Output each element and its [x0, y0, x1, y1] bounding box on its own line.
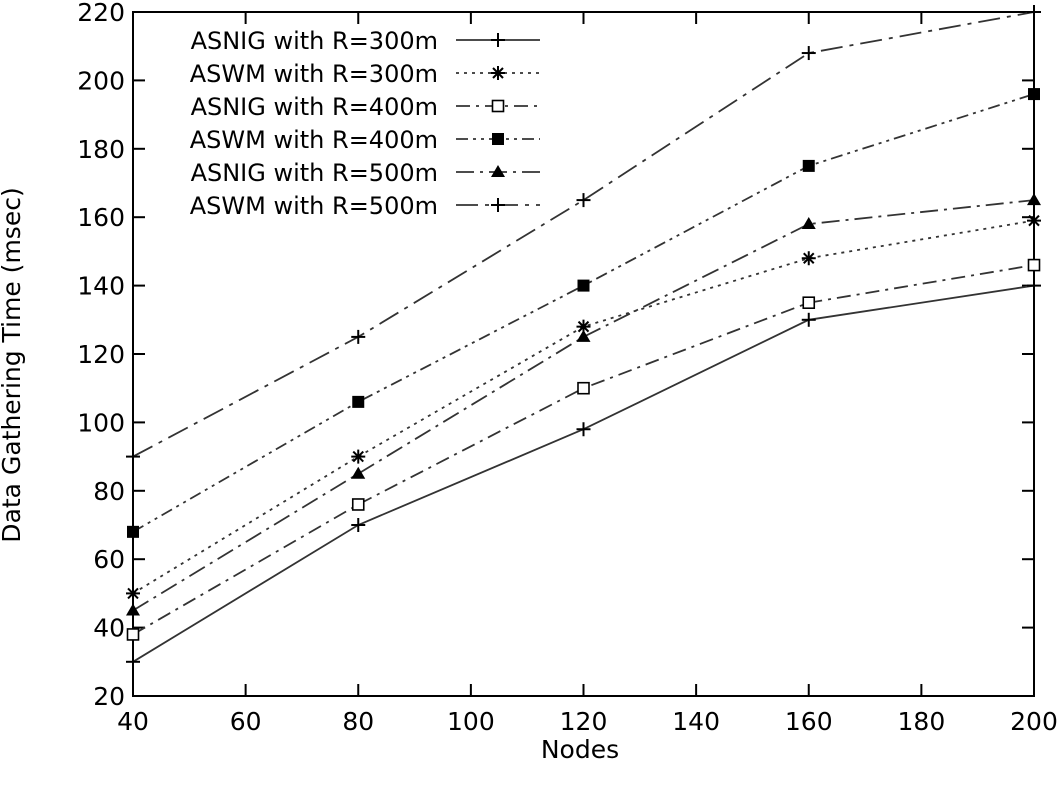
- legend-item: ASWM with R=300m: [190, 60, 540, 88]
- data-point: [126, 654, 140, 669]
- data-point: [126, 586, 140, 601]
- series-5: [126, 193, 1041, 616]
- y-tick-label: 20: [93, 682, 125, 711]
- data-point: [351, 498, 365, 511]
- x-tick-label: 40: [117, 707, 149, 736]
- legend-label: ASWM with R=400m: [190, 126, 438, 154]
- legend: ASNIG with R=300m ASWM with R=300m ASNIG w…: [190, 27, 540, 220]
- legend-label: ASNIG with R=500m: [191, 159, 438, 187]
- y-tick-label: 60: [93, 545, 125, 574]
- legend-label: ASWM with R=300m: [190, 60, 438, 88]
- data-point: [126, 628, 140, 641]
- series-2: [126, 213, 1041, 601]
- legend-marker: [491, 33, 505, 47]
- data-point: [801, 46, 816, 61]
- series-4: [127, 88, 1040, 538]
- legend-label: ASNIG with R=400m: [191, 93, 438, 121]
- legend-label: ASNIG with R=300m: [191, 27, 438, 55]
- legend-marker: [491, 99, 505, 113]
- x-tick-label: 200: [1010, 707, 1058, 736]
- x-tick-label: 100: [447, 707, 495, 736]
- x-axis-title: Nodes: [541, 735, 619, 764]
- y-tick-label: 200: [77, 66, 125, 95]
- data-point: [576, 422, 591, 437]
- data-point: [1027, 278, 1041, 293]
- data-point: [1027, 5, 1041, 19]
- legend-marker: [491, 66, 505, 80]
- data-point: [577, 279, 590, 292]
- data-point: [1027, 193, 1041, 206]
- data-point: [351, 449, 366, 464]
- y-axis: 20 40 60 80 100 120 140 160 180 200 220: [77, 0, 1034, 711]
- y-tick-label: 220: [77, 0, 125, 27]
- legend-item: ASNIG with R=300m: [191, 27, 540, 55]
- x-tick-label: 60: [230, 707, 262, 736]
- y-tick-label: 40: [93, 614, 125, 643]
- series-1: [126, 278, 1041, 669]
- legend-item: ASWM with R=400m: [190, 126, 540, 154]
- data-point: [1027, 258, 1041, 272]
- data-point: [801, 312, 816, 327]
- x-tick-label: 160: [785, 707, 833, 736]
- y-tick-label: 100: [77, 408, 125, 437]
- series-layer: [126, 5, 1041, 669]
- x-tick-label: 80: [342, 707, 374, 736]
- legend-item: ASNIG with R=400m: [191, 93, 540, 121]
- legend-marker: [491, 165, 505, 177]
- x-tick-label: 120: [560, 707, 608, 736]
- x-tick-label: 140: [672, 707, 720, 736]
- data-point: [801, 217, 816, 230]
- x-axis: 40 60 80 100 120 140 160 180 200: [117, 12, 1058, 736]
- data-point: [127, 525, 139, 538]
- data-point: [351, 329, 366, 344]
- series-line: [132, 219, 1035, 595]
- y-tick-label: 160: [77, 203, 125, 232]
- data-point: [801, 251, 816, 266]
- series-line: [132, 11, 1035, 458]
- data-point: [802, 296, 816, 310]
- legend-marker: [491, 198, 505, 212]
- data-point: [576, 329, 591, 342]
- series-line: [132, 199, 1035, 612]
- series-6: [126, 5, 1041, 464]
- series-3: [126, 258, 1041, 641]
- y-tick-label: 140: [77, 272, 125, 301]
- legend-item: ASNIG with R=500m: [191, 159, 540, 187]
- y-axis-title: Data Gathering Time (msec): [0, 187, 26, 542]
- y-tick-label: 180: [77, 135, 125, 164]
- y-tick-label: 120: [77, 340, 125, 369]
- data-point: [577, 381, 590, 395]
- data-point: [126, 449, 140, 464]
- data-point: [1028, 88, 1040, 101]
- legend-marker: [492, 133, 504, 145]
- data-point: [351, 518, 366, 532]
- x-tick-label: 180: [898, 707, 946, 736]
- data-point: [351, 466, 366, 479]
- data-point: [126, 603, 140, 616]
- legend-label: ASWM with R=500m: [190, 192, 438, 220]
- series-line: [132, 284, 1035, 663]
- legend-item: ASWM with R=500m: [190, 192, 540, 220]
- y-tick-label: 80: [93, 477, 125, 506]
- data-point: [352, 395, 365, 408]
- data-point: [576, 193, 591, 208]
- data-point: [802, 159, 815, 172]
- data-point: [576, 319, 591, 334]
- data-point: [1027, 213, 1041, 228]
